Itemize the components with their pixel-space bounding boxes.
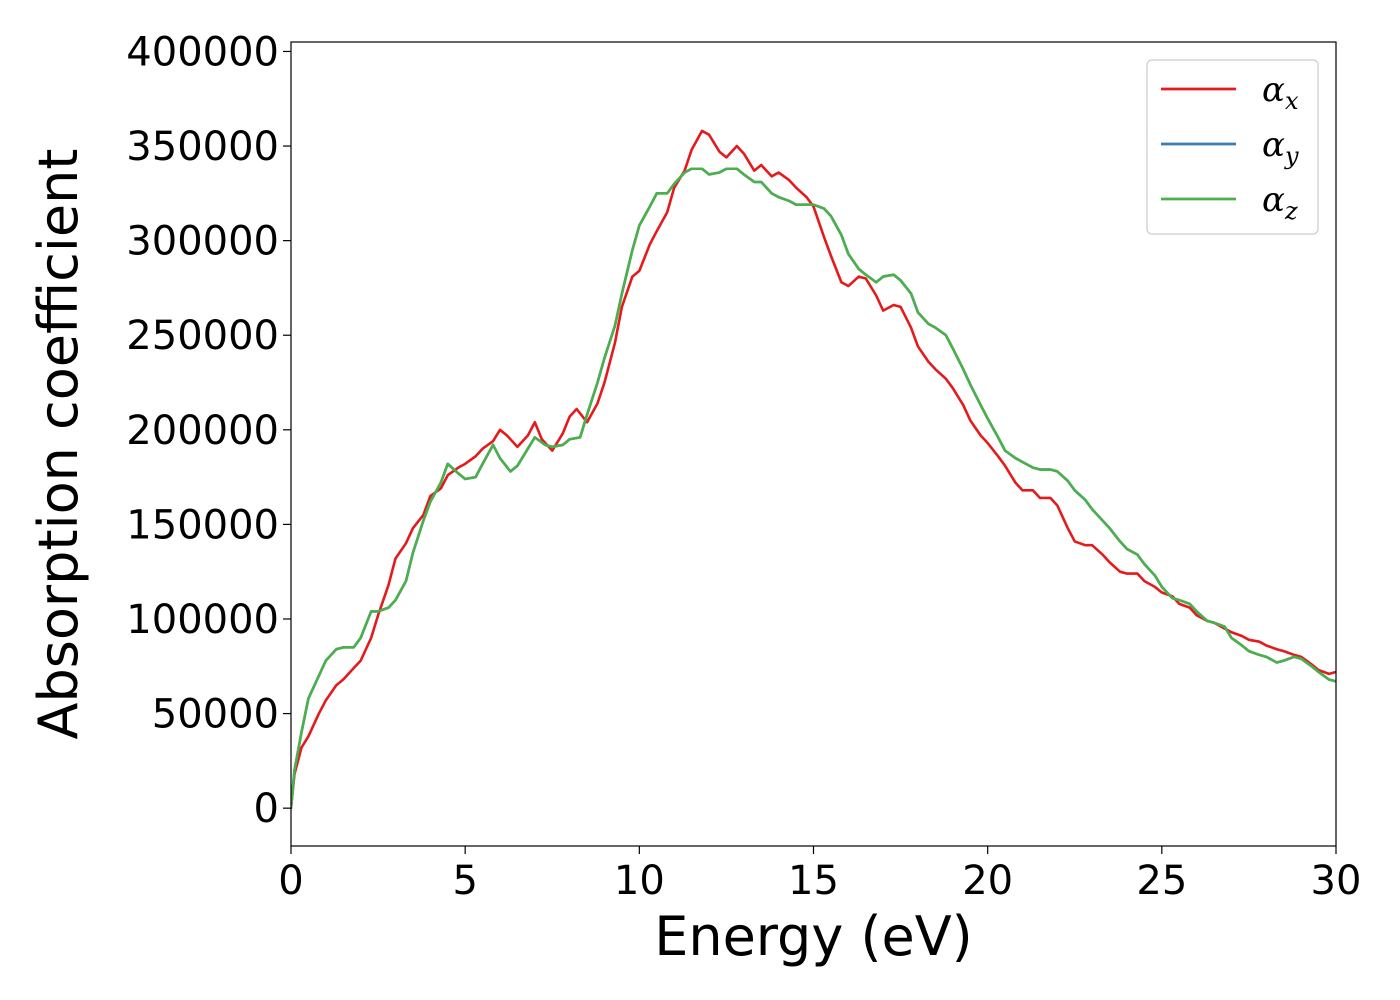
x-axis-label: Energy (eV) — [654, 905, 973, 968]
x-axis: 0 5 10 15 20 25 30 — [278, 846, 1361, 904]
y-tick-label: 100000 — [126, 597, 279, 643]
y-tick-label: 0 — [254, 786, 279, 832]
x-tick-label: 5 — [452, 858, 477, 904]
legend-label-y: αy — [1262, 125, 1299, 170]
y-tick-label: 300000 — [126, 219, 279, 265]
legend-box — [1146, 59, 1319, 235]
series-line-z — [291, 167, 1336, 810]
y-tick-label: 350000 — [126, 124, 279, 170]
y-tick-label: 250000 — [126, 313, 279, 359]
legend: αx αy αz — [1146, 59, 1319, 235]
x-tick-label: 15 — [788, 858, 839, 904]
x-tick-label: 0 — [278, 858, 303, 904]
y-axis: 0 50000 100000 150000 200000 250000 300000 3500… — [126, 29, 291, 832]
x-tick-label: 20 — [962, 858, 1013, 904]
legend-label-z: αz — [1262, 180, 1298, 225]
series-line-x — [291, 129, 1336, 810]
y-tick-label: 150000 — [126, 502, 279, 548]
x-tick-label: 30 — [1311, 858, 1362, 904]
y-axis-label: Absorption coefficient — [27, 149, 90, 740]
y-tick-label: 50000 — [152, 692, 279, 738]
x-tick-label: 25 — [1136, 858, 1187, 904]
x-tick-label: 10 — [614, 858, 665, 904]
y-tick-label: 400000 — [126, 29, 279, 75]
series-layer — [291, 129, 1336, 810]
y-tick-label: 200000 — [126, 408, 279, 454]
legend-label-x: αx — [1262, 70, 1299, 115]
